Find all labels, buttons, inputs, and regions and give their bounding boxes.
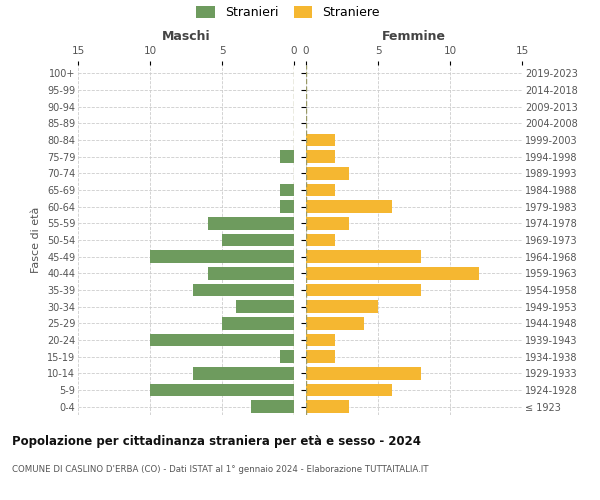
- Bar: [306, 284, 421, 296]
- Bar: [280, 184, 294, 196]
- Bar: [306, 300, 378, 313]
- Y-axis label: Fasce di età: Fasce di età: [31, 207, 41, 273]
- Bar: [208, 217, 294, 230]
- Bar: [208, 267, 294, 280]
- Bar: [306, 200, 392, 213]
- Bar: [306, 184, 335, 196]
- Bar: [150, 384, 294, 396]
- X-axis label: Femmine: Femmine: [382, 30, 446, 44]
- Bar: [222, 234, 294, 246]
- Bar: [193, 284, 294, 296]
- Bar: [306, 350, 335, 363]
- Text: COMUNE DI CASLINO D'ERBA (CO) - Dati ISTAT al 1° gennaio 2024 - Elaborazione TUT: COMUNE DI CASLINO D'ERBA (CO) - Dati IST…: [12, 465, 428, 474]
- Bar: [306, 267, 479, 280]
- Bar: [280, 200, 294, 213]
- Bar: [306, 367, 421, 380]
- Bar: [306, 217, 349, 230]
- Legend: Stranieri, Straniere: Stranieri, Straniere: [196, 6, 380, 19]
- Bar: [306, 334, 335, 346]
- Bar: [306, 234, 335, 246]
- Bar: [306, 150, 335, 163]
- Bar: [306, 317, 364, 330]
- Bar: [236, 300, 294, 313]
- Bar: [306, 250, 421, 263]
- Bar: [306, 134, 335, 146]
- Text: Popolazione per cittadinanza straniera per età e sesso - 2024: Popolazione per cittadinanza straniera p…: [12, 435, 421, 448]
- Bar: [193, 367, 294, 380]
- Bar: [306, 400, 349, 413]
- Bar: [306, 167, 349, 179]
- Bar: [280, 350, 294, 363]
- Bar: [280, 150, 294, 163]
- Bar: [150, 334, 294, 346]
- Bar: [222, 317, 294, 330]
- Bar: [150, 250, 294, 263]
- X-axis label: Maschi: Maschi: [161, 30, 211, 44]
- Bar: [251, 400, 294, 413]
- Bar: [306, 384, 392, 396]
